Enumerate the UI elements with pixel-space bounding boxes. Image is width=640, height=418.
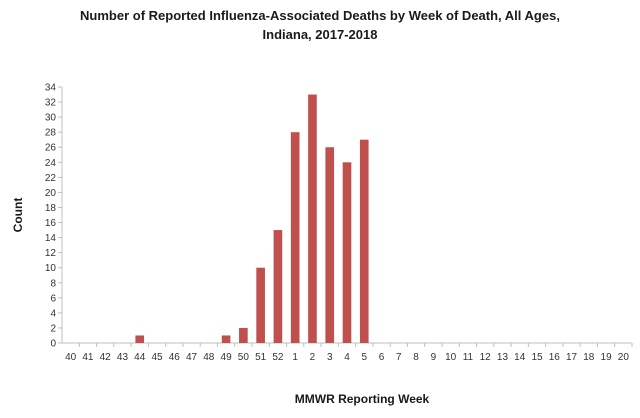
x-tick-label: 52 [272, 352, 284, 363]
y-tick-label: 26 [45, 143, 57, 154]
bar-week-4 [342, 162, 352, 343]
y-tick-label: 20 [45, 188, 57, 199]
bar-week-2 [308, 94, 317, 343]
y-tick-label: 12 [45, 248, 57, 259]
y-tick-label: 4 [50, 308, 56, 319]
bar-week-3 [325, 147, 335, 343]
chart-title: Number of Reported Influenza-Associated … [0, 6, 640, 44]
x-tick-label: 2 [310, 352, 316, 363]
bar-week-51 [256, 267, 265, 343]
x-tick-label: 19 [601, 352, 613, 363]
x-tick-label: 45 [151, 352, 163, 363]
bar-week-49 [221, 335, 231, 343]
x-tick-label: 18 [583, 352, 595, 363]
x-tick-label: 4 [344, 352, 350, 363]
x-tick-label: 49 [221, 352, 233, 363]
x-tick-label: 42 [100, 352, 112, 363]
x-tick-label: 1 [292, 352, 298, 363]
x-tick-label: 47 [186, 352, 198, 363]
y-tick-label: 6 [50, 293, 56, 304]
x-tick-label: 20 [618, 352, 630, 363]
bar-week-5 [359, 139, 369, 343]
bar-week-44 [135, 335, 145, 343]
bars [135, 94, 369, 343]
y-tick-label: 16 [45, 218, 57, 229]
y-tick-label: 8 [50, 278, 56, 289]
x-tick-label: 16 [549, 352, 561, 363]
x-tick-label: 7 [396, 352, 402, 363]
x-tick-label: 8 [413, 352, 419, 363]
y-axis-title: Count [11, 198, 25, 233]
x-tick-label: 40 [65, 352, 77, 363]
x-axis-title: MMWR Reporting Week [295, 392, 430, 406]
y-tick-label: 30 [45, 113, 57, 124]
x-tick-label: 41 [82, 352, 94, 363]
y-tick-label: 2 [50, 323, 56, 334]
y-tick-label: 34 [45, 83, 57, 94]
y-tick-label: 28 [45, 128, 57, 139]
x-tick-label: 43 [117, 352, 129, 363]
y-tick-label: 14 [45, 233, 57, 244]
x-tick-label: 15 [531, 352, 543, 363]
x-tick-label: 6 [379, 352, 385, 363]
x-tick-label: 17 [566, 352, 578, 363]
bar-week-52 [273, 230, 283, 343]
x-tick-label: 50 [238, 352, 250, 363]
x-tick-label: 13 [497, 352, 509, 363]
y-tick-label: 32 [45, 98, 57, 109]
x-tick-label: 9 [431, 352, 437, 363]
x-tick-label: 51 [255, 352, 267, 363]
y-tick-label: 0 [50, 339, 56, 350]
x-tick-label: 44 [134, 352, 146, 363]
x-tick-label: 48 [203, 352, 215, 363]
x-tick-label: 11 [463, 352, 474, 363]
x-tick-label: 46 [169, 352, 181, 363]
y-tick-label: 22 [45, 173, 57, 184]
chart-title-line-1: Number of Reported Influenza-Associated … [80, 8, 560, 23]
x-tick-label: 3 [327, 352, 333, 363]
x-axis: 40 41 42 43 44 45 46 47 48 49 50 51 52 1 2 3 4 5 6 7 8 9 10 11 1… [62, 342, 633, 363]
x-tick-label: 14 [514, 352, 526, 363]
y-tick-label: 10 [45, 263, 57, 274]
bar-week-1 [290, 132, 300, 343]
bar-week-50 [239, 327, 248, 343]
x-tick-label: 5 [361, 352, 367, 363]
x-tick-label: 10 [445, 352, 457, 363]
x-tick-label: 12 [480, 352, 492, 363]
chart-title-line-2: Indiana, 2017-2018 [262, 27, 378, 42]
y-tick-label: 24 [45, 158, 57, 169]
y-tick-label: 18 [45, 203, 57, 214]
